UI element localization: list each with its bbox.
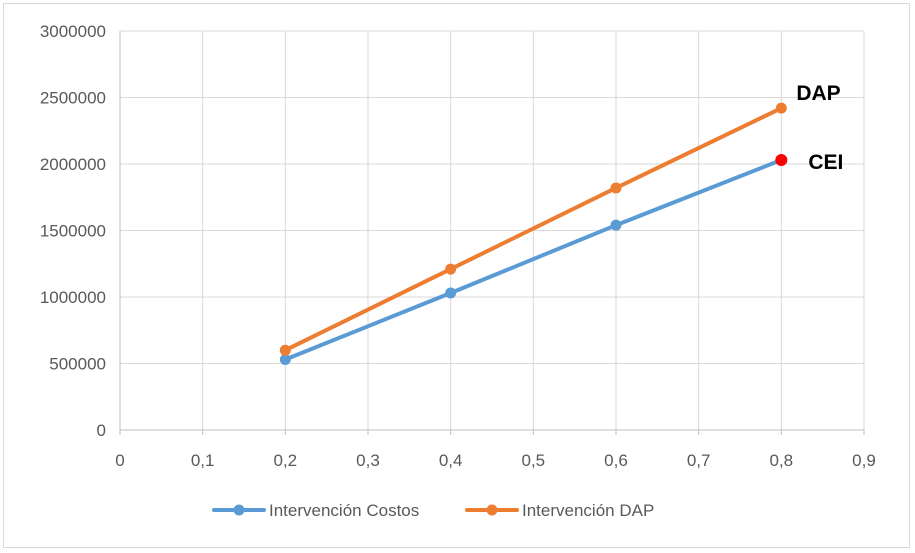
x-tick-label: 0,5: [522, 451, 546, 470]
annotation-label-dap: DAP: [796, 82, 840, 105]
y-tick-label: 0: [97, 421, 106, 440]
x-tick-label: 0,3: [356, 451, 380, 470]
series-line-1: [283, 158, 784, 362]
data-point-series-2: [610, 182, 622, 194]
y-tick-label: 500000: [49, 355, 106, 374]
legend-label-1: Intervención Costos: [269, 501, 419, 520]
annotation-label-cei: CEI: [808, 151, 843, 174]
annotation-marker-cei: [775, 154, 788, 167]
x-tick-label: 0,2: [274, 451, 298, 470]
legend-marker-1: [233, 504, 245, 516]
legend-label-2: Intervención DAP: [522, 501, 654, 520]
x-tick-label: 0,6: [604, 451, 628, 470]
data-point-series-2: [775, 102, 787, 114]
data-point-series-1: [610, 219, 622, 231]
y-tick-label: 1000000: [40, 288, 106, 307]
chart-frame: [3, 3, 910, 548]
series-line-2: [283, 106, 784, 353]
x-tick-label: 0,7: [687, 451, 711, 470]
x-tick-label: 0,8: [770, 451, 794, 470]
y-tick-label: 2500000: [40, 89, 106, 108]
x-tick-label: 0,1: [191, 451, 215, 470]
y-tick-label: 3000000: [40, 22, 106, 41]
x-tick-label: 0,4: [439, 451, 463, 470]
y-tick-label: 2000000: [40, 155, 106, 174]
y-tick-label: 1500000: [40, 222, 106, 241]
x-tick-label: 0: [115, 451, 124, 470]
data-point-series-2: [279, 344, 291, 356]
data-point-series-1: [445, 287, 457, 299]
data-point-series-2: [445, 263, 457, 275]
legend-marker-2: [486, 504, 498, 516]
data-point-series-1: [279, 354, 291, 366]
x-tick-label: 0,9: [852, 451, 876, 470]
